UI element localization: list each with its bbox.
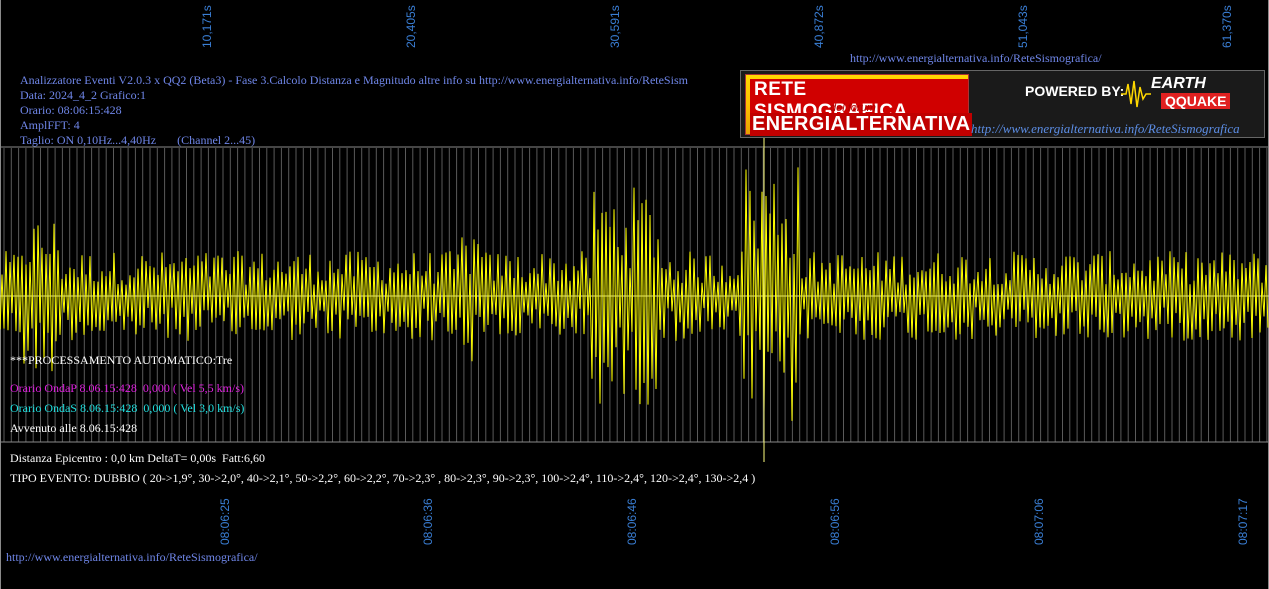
logo-earth-text: EARTH — [1151, 75, 1206, 92]
footer-url[interactable]: http://www.energialternativa.info/ReteSi… — [6, 550, 258, 564]
bottom-time-label: 08:06:25 — [218, 498, 232, 545]
top-time-label: 61,370s — [1220, 5, 1234, 48]
logo-url[interactable]: http://www.energialternativa.info/ReteSi… — [971, 121, 1240, 136]
date-line: Data: 2024_4_2 Grafico:1 — [20, 88, 146, 102]
logo-banner: RETE SISMOGRAFICA del forum ENERGIALTERN… — [745, 74, 973, 136]
top-time-label: 30,591s — [608, 5, 622, 48]
event-type-line: TIPO EVENTO: DUBBIO ( 20->1,9°, 30->2,0°… — [10, 471, 756, 485]
bottom-time-label: 08:07:17 — [1236, 498, 1250, 545]
bottom-time-label: 08:06:56 — [828, 498, 842, 545]
network-logo[interactable]: RETE SISMOGRAFICA del forum ENERGIALTERN… — [740, 70, 1265, 138]
seismic-trace — [0, 167, 1269, 421]
logo-powered-text: POWERED BY: — [1025, 83, 1125, 99]
bottom-time-label: 08:06:36 — [421, 498, 435, 545]
bottom-time-label: 08:06:46 — [625, 498, 639, 545]
top-time-label: 40,872s — [812, 5, 826, 48]
logo-qquake-text: QQUAKE — [1161, 93, 1231, 109]
logo-energ-text: ENERGIALTERNATIVA — [750, 113, 973, 136]
logo-forum-text: del forum — [830, 102, 876, 114]
analyzer-info: Analizzatore Eventi V2.0.3 x QQ2 (Beta3)… — [20, 73, 688, 148]
onda-p-line: Orario OndaP 8.06.15:428 0,000 ( Vel 5,5… — [10, 381, 244, 395]
filter-line: Taglio: ON 0,10Hz...4,40Hz (Channel 2...… — [20, 133, 256, 147]
seismograph-icon — [1121, 80, 1151, 108]
avvenuto-line: Avvenuto alle 8.06.15:428 — [10, 421, 138, 435]
onda-s-line: Orario OndaS 8.06.15:428 0,000 ( Vel 3,0… — [10, 401, 245, 415]
analyzer-title: Analizzatore Eventi V2.0.3 x QQ2 (Beta3)… — [20, 73, 688, 87]
bottom-time-label: 08:07:06 — [1032, 498, 1046, 545]
process-title: ***PROCESSAMENTO AUTOMATICO:Tre — [10, 353, 233, 367]
amplfft-line: AmplFFT: 4 — [20, 118, 80, 132]
distance-line: Distanza Epicentro : 0,0 km DeltaT= 0,00… — [10, 451, 266, 465]
header-url[interactable]: http://www.energialternativa.info/ReteSi… — [850, 51, 1102, 65]
top-time-label: 20,405s — [404, 5, 418, 48]
time-line: Orario: 08:06:15:428 — [20, 103, 122, 117]
top-time-label: 51,043s — [1016, 5, 1030, 48]
top-time-label: 10,171s — [200, 5, 214, 48]
